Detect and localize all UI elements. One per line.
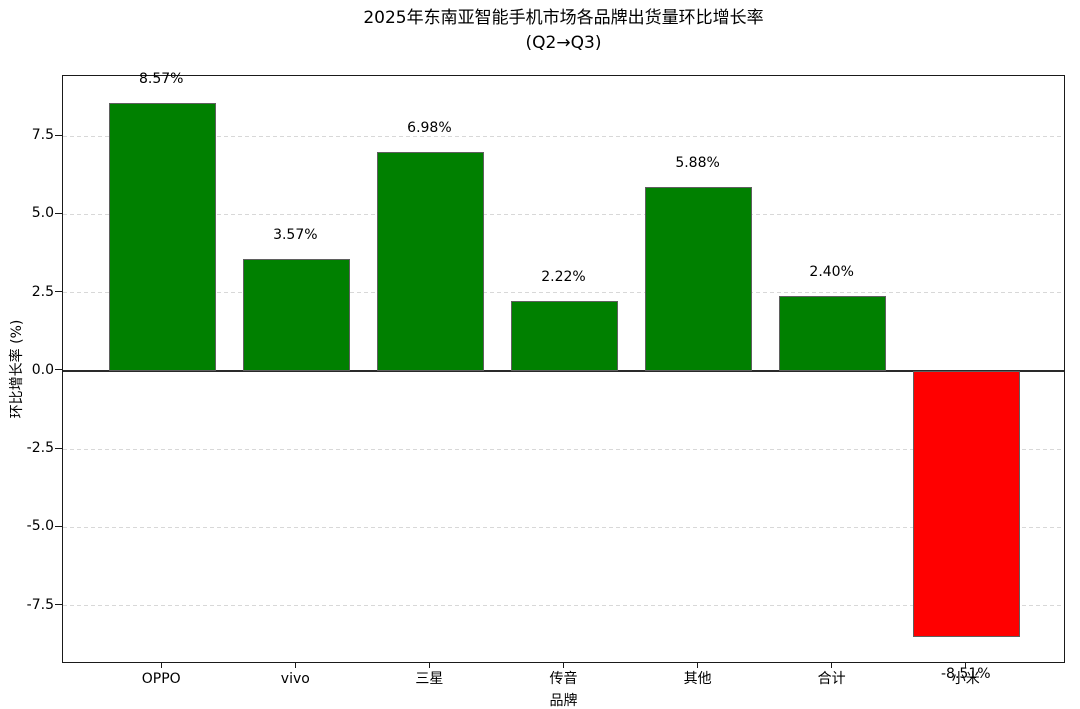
bar-value-label: 8.57% [138, 70, 184, 87]
y-tick-label: 7.5 [31, 127, 54, 144]
y-tick-mark [55, 525, 62, 527]
x-tick-label-合计: 合计 [817, 671, 846, 687]
plot-area [62, 75, 1065, 663]
y-tick-mark [55, 604, 62, 606]
y-tick-mark [55, 447, 62, 449]
bar-三星 [376, 152, 485, 371]
zero-line [63, 369, 1064, 372]
bar-value-label: 6.98% [407, 120, 452, 137]
bar-value-label: 5.88% [675, 154, 720, 171]
gridline [63, 213, 1064, 215]
x-tick-label-vivo: vivo [280, 671, 310, 687]
x-tick-mark [965, 663, 967, 668]
bar-传音 [510, 301, 619, 371]
y-tick-label: -5.0 [26, 518, 54, 535]
x-tick-label-传音: 传音 [549, 671, 578, 687]
y-tick-mark [55, 212, 62, 214]
bar-vivo [242, 259, 350, 371]
y-tick-mark [55, 291, 62, 293]
x-axis-title: 品牌 [549, 693, 578, 709]
x-tick-mark [160, 663, 162, 668]
chart-title-line2: (Q2→Q3) [525, 33, 602, 53]
x-tick-label-OPPO: OPPO [141, 671, 181, 687]
chart-title-line1: 2025年东南亚智能手机市场各品牌出货量环比增长率 [363, 8, 764, 28]
gridline [63, 526, 1064, 528]
y-tick-label: 2.5 [31, 283, 54, 300]
y-tick-label: -2.5 [26, 440, 54, 457]
y-tick-mark [55, 369, 62, 371]
y-tick-label: 5.0 [31, 205, 54, 222]
chart-title: 2025年东南亚智能手机市场各品牌出货量环比增长率 (Q2→Q3) [62, 6, 1065, 56]
gridline [63, 448, 1064, 450]
bar-value-label: 2.22% [541, 269, 586, 286]
x-tick-label-小米: 小米 [951, 671, 980, 687]
x-tick-label-其他: 其他 [683, 671, 712, 687]
gridline [63, 135, 1064, 137]
y-tick-label: -7.5 [26, 596, 54, 613]
x-tick-mark [697, 663, 699, 668]
bar-其他 [644, 186, 753, 371]
bar-OPPO [108, 102, 216, 371]
x-tick-mark [428, 663, 430, 668]
x-tick-label-三星: 三星 [415, 671, 444, 687]
x-tick-mark [831, 663, 833, 668]
y-tick-mark [55, 134, 62, 136]
bar-value-label: 3.57% [273, 227, 318, 244]
gridline [63, 292, 1064, 294]
bar-合计 [779, 295, 887, 371]
gridline [63, 605, 1064, 607]
bar-小米 [913, 370, 1021, 638]
bar-value-label: -8.51% [941, 666, 991, 683]
x-tick-mark [563, 663, 564, 668]
x-tick-mark [294, 663, 296, 668]
bar-value-label: 2.40% [809, 263, 854, 280]
y-tick-label: 0.0 [31, 361, 54, 378]
